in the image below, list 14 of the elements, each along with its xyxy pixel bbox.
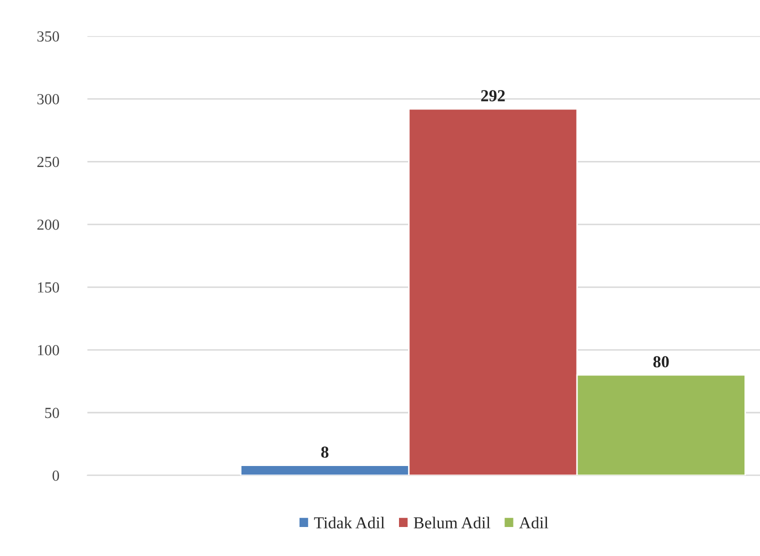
data-label: 80 [653,356,669,368]
y-tick-label: 300 [37,94,60,104]
data-label: 292 [481,90,505,102]
legend-label: Adil [519,516,548,528]
y-tick-label: 250 [37,156,60,168]
y-tick-label: 150 [38,282,60,293]
y-tick-label: 0 [52,470,60,481]
y-tick-label: 50 [45,408,60,418]
y-tick-label: 200 [37,220,60,230]
data-label: 8 [321,446,328,458]
y-tick-label: 100 [38,345,60,356]
legend-label: Belum Adil [414,516,490,528]
legend-label: Tidak Adil [314,516,385,528]
y-tick-label: 350 [37,31,60,42]
